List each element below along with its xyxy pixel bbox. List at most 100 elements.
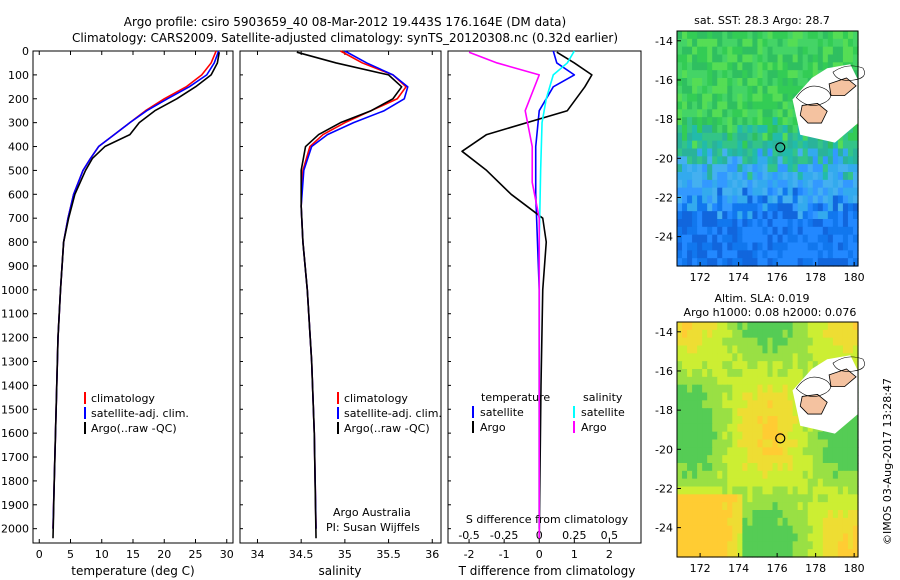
map-cell (697, 361, 703, 370)
map-cell (842, 447, 849, 456)
map-cell (767, 416, 774, 425)
map-cell (737, 423, 743, 433)
map-cell (682, 494, 688, 503)
map-cell (777, 408, 784, 417)
map-cell (712, 361, 718, 370)
map-cell (822, 525, 829, 535)
map-cell (712, 85, 718, 95)
map-cell (787, 172, 794, 181)
map-cell (732, 494, 738, 503)
map-cell (777, 211, 784, 220)
map-cell (742, 423, 748, 433)
map-cell (702, 62, 708, 71)
map-cell (852, 195, 859, 204)
map-cell (812, 361, 819, 370)
map-cell (757, 226, 764, 236)
map-cell (767, 517, 774, 527)
map-cell (737, 226, 743, 236)
map-cell (677, 46, 683, 56)
map-cell (687, 533, 693, 542)
map-cell (842, 164, 849, 173)
map-cell (692, 219, 698, 228)
map-cell (747, 423, 754, 433)
map-cell (847, 502, 854, 511)
map-cell (742, 533, 748, 542)
map-cell (717, 109, 723, 118)
map-cell (752, 179, 759, 189)
map-cell (702, 219, 708, 228)
map-cell (782, 494, 789, 503)
map-cell (827, 164, 834, 173)
map-cell (777, 187, 784, 197)
map-cell (767, 486, 774, 495)
map-frame (676, 30, 859, 267)
map-cell (712, 93, 718, 103)
y-tick-label: 1400 (1, 379, 29, 392)
map-cell (802, 219, 809, 228)
map-cell (807, 203, 814, 212)
map-cell (677, 361, 683, 370)
map-cell (687, 384, 693, 394)
map-cell (717, 392, 723, 401)
map-cell (762, 54, 769, 63)
map-cell (727, 329, 733, 339)
map-cell (702, 478, 708, 488)
map-cell (792, 117, 799, 126)
map-cell (777, 361, 784, 370)
map-cell (687, 455, 693, 464)
map-cell (807, 258, 814, 267)
map-cell (762, 203, 769, 212)
map-cell (802, 447, 809, 456)
map-cell (757, 416, 764, 425)
map-cell (737, 234, 743, 244)
map-cell (722, 234, 728, 244)
map-cell (732, 376, 738, 386)
map-cell (822, 242, 829, 251)
map-cell (787, 329, 794, 339)
y-tick-label: 300 (8, 117, 29, 130)
map-cell (787, 455, 794, 464)
map-cell (732, 211, 738, 220)
map-cell (792, 517, 799, 527)
map-cell (682, 533, 688, 542)
map-cell (712, 549, 718, 558)
map-cell (822, 533, 829, 542)
map-cell (837, 164, 844, 173)
map-cell (787, 337, 794, 347)
map-cell (832, 140, 839, 150)
map-cell (717, 179, 723, 189)
map-cell (787, 70, 794, 79)
map-cell (747, 211, 754, 220)
map-cell (787, 38, 794, 48)
map-cell (702, 70, 708, 79)
map-cell (687, 525, 693, 535)
map-cell (757, 211, 764, 220)
map-cell (707, 117, 713, 126)
map-cell (822, 234, 829, 244)
map-cell (682, 78, 688, 87)
map-cell (842, 431, 849, 441)
map-cell (822, 470, 829, 480)
map-cell (772, 258, 779, 267)
map-cell (847, 510, 854, 519)
map-cell (772, 392, 779, 401)
map-cell (702, 376, 708, 386)
map-cell (842, 250, 849, 259)
map-cell (762, 85, 769, 95)
map-cell (752, 54, 759, 63)
map-cell (797, 345, 804, 354)
map-cell (692, 101, 698, 110)
map-cell (712, 132, 718, 142)
map-cell (852, 132, 859, 142)
map-cell (812, 203, 819, 212)
map-cell (772, 361, 779, 370)
map-cell (707, 78, 713, 87)
map-cell (777, 38, 784, 48)
map-cell (767, 85, 774, 95)
map-cell (852, 549, 859, 558)
legend-label-argo: Argo(..raw -QC) (344, 422, 430, 435)
map-cell (772, 179, 779, 189)
map-cell (842, 329, 849, 339)
map-cell (742, 140, 748, 150)
map-cell (687, 242, 693, 251)
